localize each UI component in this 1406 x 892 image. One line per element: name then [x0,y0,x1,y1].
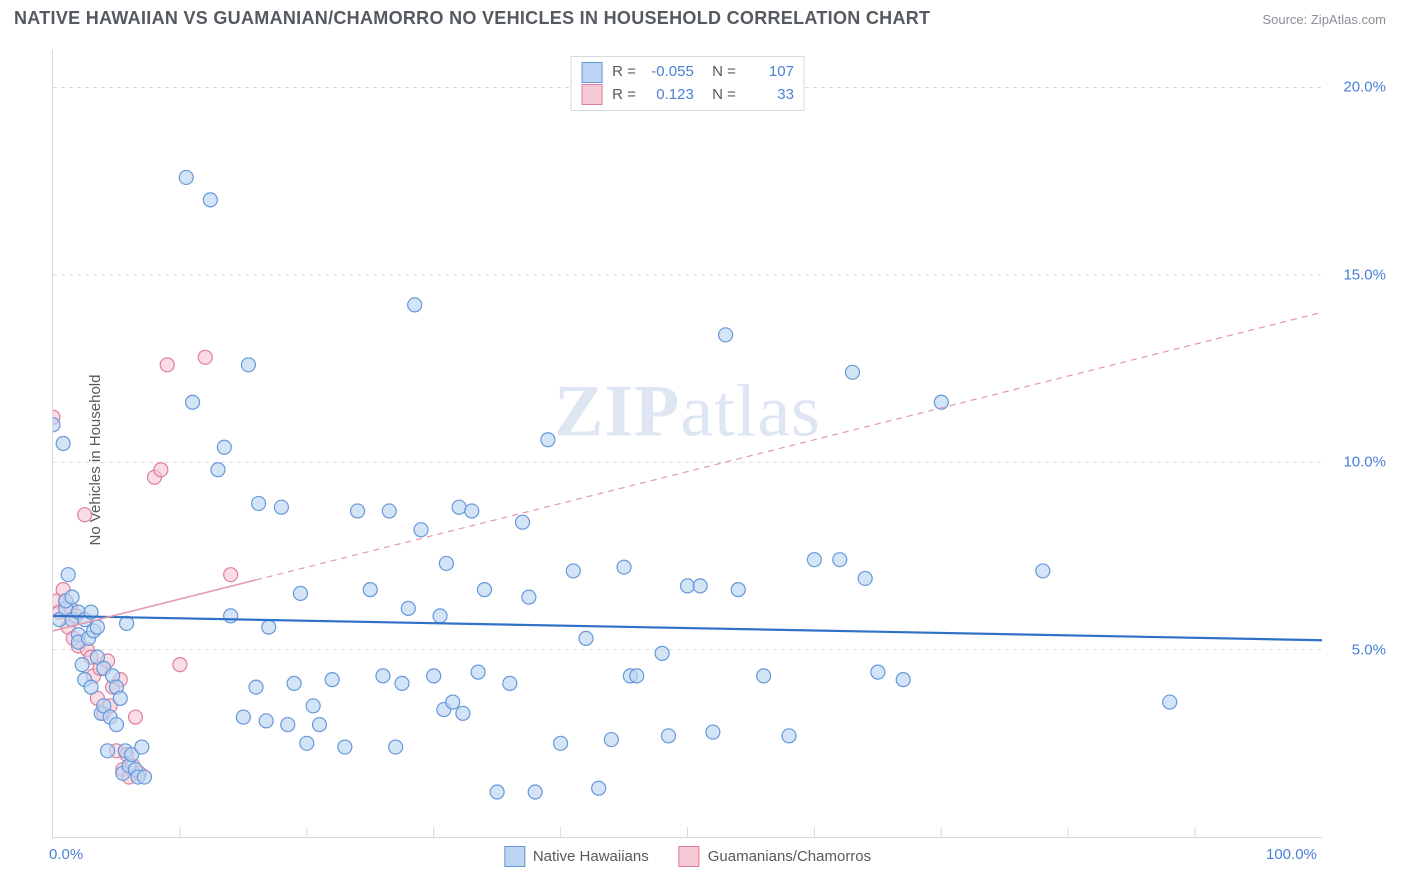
n-value-hawaiian: 107 [746,61,794,84]
r-label: R = [612,61,636,84]
chart-container: No Vehicles in Household ZIPatlas R = -0… [14,42,1392,878]
swatch-chamorro [679,846,700,867]
x-tick-label: 100.0% [1266,846,1317,863]
legend-item-hawaiian: Native Hawaiians [504,846,649,867]
stats-row-hawaiian: R = -0.055 N = 107 [581,61,794,84]
y-tick-label: 15.0% [1343,266,1386,283]
chart-svg [53,50,1322,837]
swatch-hawaiian [581,62,602,83]
chart-title: NATIVE HAWAIIAN VS GUAMANIAN/CHAMORRO NO… [14,8,930,29]
legend-label-chamorro: Guamanians/Chamorros [708,848,871,865]
r-value-chamorro: 0.123 [646,84,694,107]
y-tick-label: 10.0% [1343,454,1386,471]
n-label: N = [704,61,736,84]
bottom-legend: Native Hawaiians Guamanians/Chamorros [504,846,871,867]
source-label: Source: ZipAtlas.com [1262,12,1386,27]
r-value-hawaiian: -0.055 [646,61,694,84]
legend-item-chamorro: Guamanians/Chamorros [679,846,871,867]
n-value-chamorro: 33 [746,84,794,107]
r-label: R = [612,84,636,107]
stats-legend-box: R = -0.055 N = 107 R = 0.123 N = 33 [570,56,805,111]
y-tick-label: 5.0% [1352,641,1386,658]
swatch-hawaiian [504,846,525,867]
n-label: N = [704,84,736,107]
swatch-chamorro [581,84,602,105]
stats-row-chamorro: R = 0.123 N = 33 [581,84,794,107]
x-tick-label: 0.0% [49,846,83,863]
y-tick-label: 20.0% [1343,79,1386,96]
legend-label-hawaiian: Native Hawaiians [533,848,649,865]
plot-area: ZIPatlas R = -0.055 N = 107 R = 0.123 N … [52,50,1322,838]
